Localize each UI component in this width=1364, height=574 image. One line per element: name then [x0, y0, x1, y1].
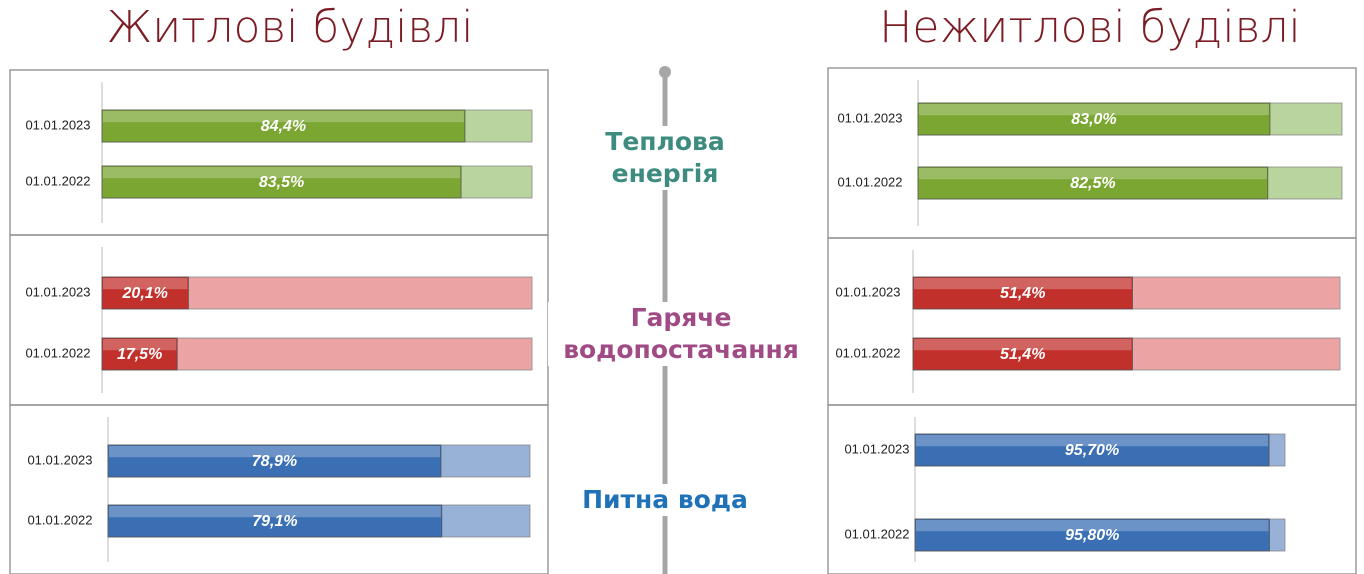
panel — [827, 404, 1357, 574]
value-label: 79,1% — [252, 513, 297, 530]
panel — [9, 69, 549, 236]
category-label: 01.01.2022 — [25, 345, 90, 360]
bar-shine — [919, 104, 1269, 116]
bar-shine — [914, 278, 1132, 290]
value-label: 83,0% — [1071, 111, 1116, 128]
category-label: 01.01.2023 — [844, 441, 909, 456]
panel — [827, 237, 1357, 406]
bar — [917, 102, 1271, 136]
bar — [101, 109, 466, 143]
value-label: 17,5% — [117, 346, 162, 363]
bar-shine — [103, 339, 177, 351]
bar-shine — [103, 278, 188, 290]
bar — [914, 518, 1270, 552]
bar-shine — [103, 111, 464, 123]
category-label: 01.01.2022 — [25, 173, 90, 188]
panel — [9, 404, 549, 574]
bar-shine — [109, 446, 440, 458]
bar — [912, 276, 1133, 310]
bar — [107, 444, 442, 478]
panel — [9, 234, 549, 406]
header: Нежитлові будівлі — [879, 2, 1301, 53]
value-label: 82,5% — [1070, 175, 1115, 192]
bar — [107, 504, 443, 538]
category-label: 01.01.2022 — [837, 174, 902, 189]
category-label: 01.01.2022 — [844, 526, 909, 541]
category-label: 01.01.2023 — [837, 110, 902, 125]
value-label: 95,70% — [1065, 442, 1119, 459]
bar — [101, 337, 178, 371]
category-label: 01.01.2023 — [835, 284, 900, 299]
value-label: 78,9% — [252, 453, 297, 470]
bar-shine — [919, 168, 1267, 180]
section-label: Питна вода — [560, 484, 770, 516]
bar — [101, 165, 462, 199]
bar-shine — [914, 339, 1132, 351]
bar — [912, 337, 1133, 371]
connector-dot — [659, 66, 671, 78]
bar — [914, 433, 1270, 467]
category-label: 01.01.2022 — [835, 345, 900, 360]
value-label: 83,5% — [259, 174, 304, 191]
value-label: 51,4% — [1000, 285, 1045, 302]
bar-shine — [103, 167, 461, 179]
category-label: 01.01.2023 — [25, 117, 90, 132]
header: Житлові будівлі — [106, 2, 474, 53]
category-label: 01.01.2023 — [27, 452, 92, 467]
bar — [101, 276, 189, 310]
category-label: 01.01.2022 — [27, 512, 92, 527]
value-label: 51,4% — [1000, 346, 1045, 363]
category-label: 01.01.2023 — [25, 284, 90, 299]
panel — [827, 67, 1357, 239]
value-label: 84,4% — [261, 118, 306, 135]
bar — [917, 166, 1269, 200]
section-label: Гаряче водопостачання — [548, 302, 814, 366]
value-label: 95,80% — [1065, 527, 1119, 544]
bar-shine — [916, 520, 1269, 532]
value-label: 20,1% — [122, 285, 168, 302]
bar-shine — [109, 506, 441, 518]
section-label: Теплова енергія — [580, 126, 750, 190]
bar-shine — [916, 435, 1269, 447]
